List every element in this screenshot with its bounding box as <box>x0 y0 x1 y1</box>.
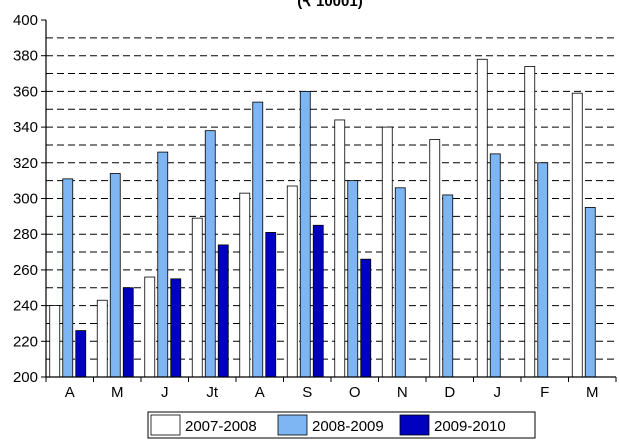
bar <box>191 217 203 378</box>
bar <box>381 126 393 378</box>
bar <box>109 173 121 378</box>
bar <box>489 153 501 378</box>
x-tick-label: D <box>444 384 455 401</box>
legend-swatch <box>277 414 308 436</box>
x-axis-labels: A M J Jt A S O N D J F M <box>65 384 599 401</box>
y-tick-label: 280 <box>13 226 38 243</box>
bar <box>144 276 156 378</box>
x-tick-label: J <box>494 384 502 401</box>
x-tick-label: F <box>540 384 549 401</box>
bar <box>537 162 549 378</box>
y-tick-label: 360 <box>13 83 38 100</box>
bar <box>239 192 251 378</box>
y-tick-label: 300 <box>13 191 38 208</box>
bar <box>96 299 108 378</box>
x-tick-label: Jt <box>206 384 219 401</box>
x-tick-label: M <box>111 384 124 401</box>
y-tick-label: 200 <box>13 369 38 386</box>
bar <box>394 187 406 378</box>
bar <box>170 278 182 378</box>
bar <box>157 151 169 378</box>
legend-label: 2009-2010 <box>434 418 506 435</box>
x-tick-label: J <box>161 384 169 401</box>
y-tick-label: 260 <box>13 262 38 279</box>
y-tick-label: 400 <box>13 12 38 29</box>
bar <box>252 101 264 378</box>
bar <box>62 178 74 378</box>
bar <box>217 244 229 378</box>
legend-label: 2008-2009 <box>312 418 384 435</box>
bar <box>524 66 536 378</box>
x-tick-label: N <box>397 384 408 401</box>
bars <box>49 58 596 378</box>
x-tick-label: S <box>302 384 312 401</box>
bar <box>286 185 298 378</box>
bar <box>334 119 346 378</box>
legend-swatch <box>399 414 430 436</box>
bar <box>75 330 87 378</box>
bar <box>204 130 216 378</box>
y-axis-labels: 200 220 240 260 280 300 320 340 360 380 400 <box>13 12 38 386</box>
bar <box>299 91 311 378</box>
y-tick-label: 380 <box>13 48 38 65</box>
bar <box>312 224 324 378</box>
y-tick-label: 340 <box>13 119 38 136</box>
bar <box>347 180 359 378</box>
x-tick-label: A <box>65 384 75 401</box>
bar <box>584 207 596 378</box>
bar <box>571 92 583 378</box>
x-tick-label: M <box>586 384 599 401</box>
bar <box>49 305 61 378</box>
x-tick-label: O <box>349 384 361 401</box>
bar <box>476 58 488 378</box>
legend-box <box>147 411 536 439</box>
bar <box>360 258 372 378</box>
x-tick-label: A <box>255 384 265 401</box>
legend-swatch <box>150 414 181 436</box>
legend-label: 2007-2008 <box>185 418 257 435</box>
y-tick-label: 220 <box>13 333 38 350</box>
grid-lines <box>46 37 616 360</box>
bar <box>429 139 441 378</box>
y-tick-label: 240 <box>13 298 38 315</box>
axes <box>41 19 617 382</box>
legend: 2007-2008 2008-2009 2009-2010 <box>147 411 536 439</box>
bar <box>122 287 134 378</box>
y-tick-label: 320 <box>13 155 38 172</box>
bar <box>442 194 454 378</box>
chart-title: (₹ 10001) <box>297 0 362 10</box>
bar <box>265 232 277 378</box>
